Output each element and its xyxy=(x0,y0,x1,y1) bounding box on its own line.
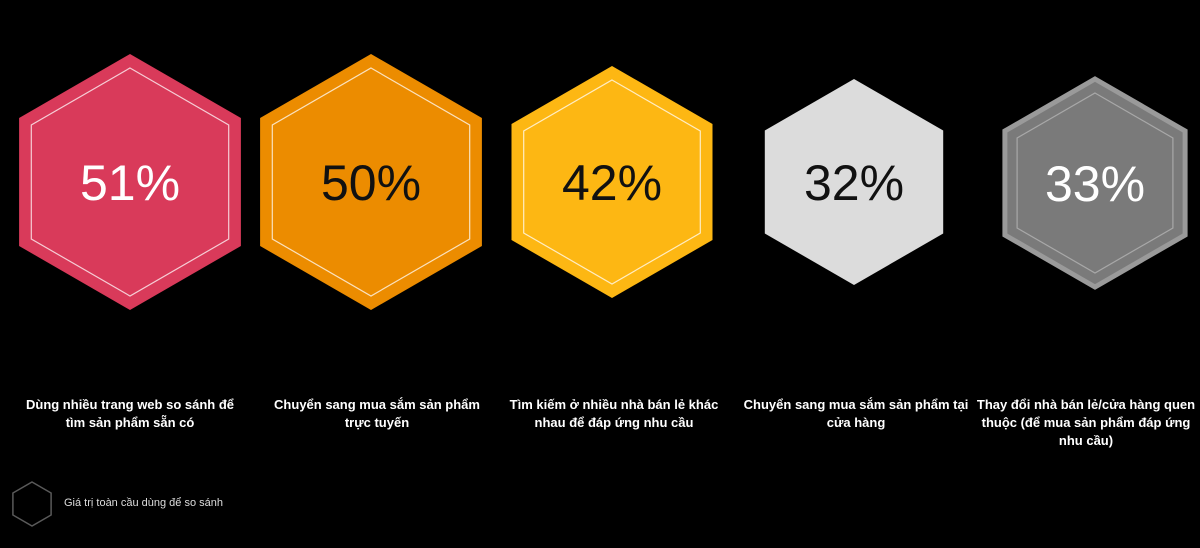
hexagon-4 xyxy=(1002,76,1188,290)
hexagon-1 xyxy=(260,54,482,310)
legend-hexagon-icon xyxy=(12,481,52,527)
value-label-2: 42% xyxy=(562,155,662,211)
hexagon-3 xyxy=(764,79,944,285)
hexagon-inner-outline-4 xyxy=(1016,92,1174,274)
item-label-1: Chuyển sang mua sắm sản phẩm trực tuyến xyxy=(274,397,480,430)
hexagon-inner-outline-2 xyxy=(523,79,701,285)
value-label-3: 32% xyxy=(804,155,904,211)
value-label-4: 33% xyxy=(1045,156,1145,212)
item-label-0: Dùng nhiều trang web so sánh để tìm sản … xyxy=(25,397,234,430)
item-label-4: Thay đổi nhà bán lẻ/cửa hàng quen thuộc … xyxy=(976,397,1196,448)
item-label-2: Tìm kiếm ở nhiều nhà bán lẻ khác nhau để… xyxy=(509,397,719,430)
hexagon-inner-outline-1 xyxy=(271,67,471,297)
item-label-3: Chuyển sang mua sắm sản phẩm tại cửa hàn… xyxy=(743,397,969,430)
hexagon-0 xyxy=(19,54,241,310)
legend-label: Giá trị toàn cầu dùng để so sánh xyxy=(64,497,223,509)
hexagon-2 xyxy=(511,66,713,298)
value-label-1: 50% xyxy=(321,155,421,211)
hexagon-inner-outline-0 xyxy=(30,67,230,297)
value-label-0: 51% xyxy=(80,155,180,211)
